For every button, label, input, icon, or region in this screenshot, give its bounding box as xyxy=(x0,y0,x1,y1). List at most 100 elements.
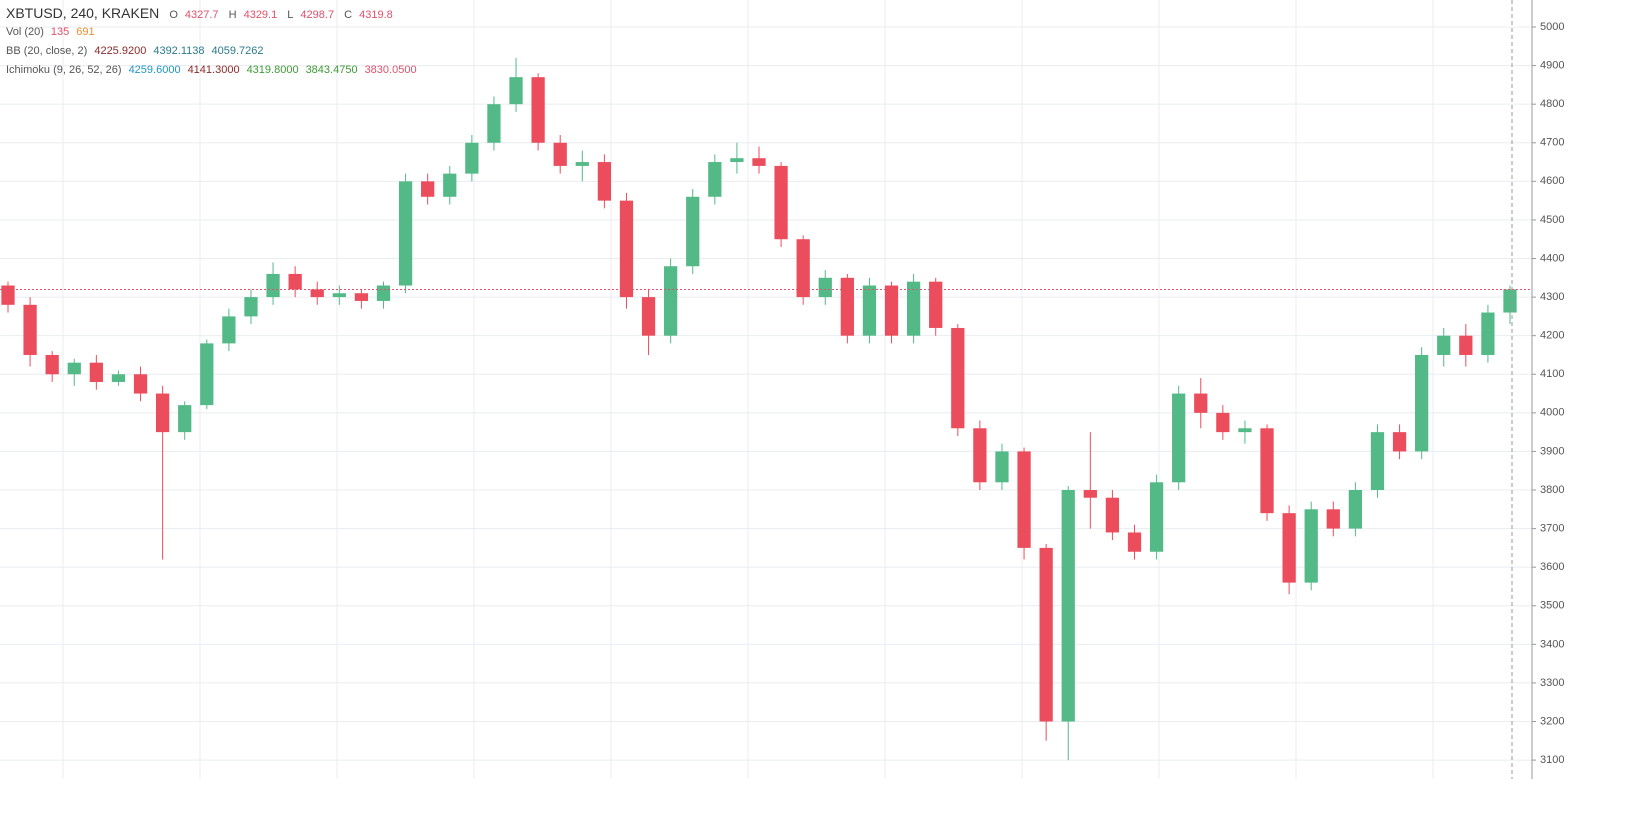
study-text: BB (20, close, 2) xyxy=(6,45,88,57)
candle-body xyxy=(708,162,722,197)
study-text: Ichimoku (9, 26, 52, 26) xyxy=(6,64,122,76)
y-tick-label: 4100 xyxy=(1540,368,1564,380)
candle-body xyxy=(45,354,59,375)
candle-body xyxy=(111,374,126,382)
candle-body xyxy=(1260,428,1274,514)
candle-body xyxy=(597,162,612,201)
y-tick-label: 3500 xyxy=(1540,600,1564,612)
y-tick-label: 4500 xyxy=(1540,214,1564,226)
candle-body xyxy=(686,196,700,267)
candle-body xyxy=(1326,509,1340,529)
candle-body xyxy=(951,327,965,429)
y-tick-label: 4200 xyxy=(1540,330,1564,342)
candle-body xyxy=(1238,428,1252,433)
ohlc-label: L xyxy=(287,9,294,21)
candle-body xyxy=(575,162,589,166)
y-tick-label: 4400 xyxy=(1540,252,1564,264)
y-tick-label: 5000 xyxy=(1540,21,1564,33)
ohlc-value: 4329.1 xyxy=(243,9,278,21)
candle-body xyxy=(1415,354,1429,452)
candle-body xyxy=(619,200,634,298)
candle-body xyxy=(178,405,192,433)
candle-body xyxy=(1105,497,1120,533)
y-tick-label: 3800 xyxy=(1540,484,1564,496)
candle-body xyxy=(266,273,280,298)
candle-body xyxy=(884,285,899,336)
y-tick-label: 3600 xyxy=(1540,561,1564,573)
candle-body xyxy=(288,273,302,290)
y-tick-label: 4900 xyxy=(1540,59,1564,71)
candle-body xyxy=(752,158,766,166)
study-text: 4259.6000 xyxy=(128,64,181,76)
study-text: 3830.0500 xyxy=(364,64,417,76)
study-row: Ichimoku (9, 26, 52, 26) 4259.6000 4141.30… xyxy=(6,61,424,80)
study-text: 135 xyxy=(50,26,70,38)
candle-body xyxy=(1459,335,1473,355)
candle-body xyxy=(398,181,413,286)
candle-body xyxy=(421,181,435,197)
ohlc-label: H xyxy=(228,9,237,21)
candle-body xyxy=(1039,547,1053,722)
candle-body xyxy=(354,293,369,301)
candle-body xyxy=(774,165,788,240)
chart: 5000 4900 4800 4700 4600 4500 4400 4300 4200 4100… xyxy=(0,0,1564,779)
candle-body xyxy=(796,239,810,298)
candle-body xyxy=(1370,432,1385,491)
candle-body xyxy=(730,158,744,163)
study-text: 4141.3000 xyxy=(187,64,240,76)
candle-body xyxy=(244,297,258,317)
study-row: BB (20, close, 2) 4225.9200 4392.1138 4059.… xyxy=(6,42,424,61)
study-row: Vol (20) 135 691 xyxy=(6,23,424,42)
candle-body xyxy=(973,428,987,483)
candle-body xyxy=(929,281,943,328)
candle-body xyxy=(818,277,832,298)
ohlc-value: 4327.7 xyxy=(184,9,219,21)
candle-body xyxy=(465,142,479,174)
candle-body xyxy=(1149,482,1164,552)
ohlc-label: C xyxy=(344,9,353,21)
candle-body xyxy=(1,285,15,305)
y-tick-label: 3400 xyxy=(1540,638,1564,650)
y-tick-label: 4000 xyxy=(1540,407,1564,419)
candle-body xyxy=(376,285,391,301)
candle-body xyxy=(1061,490,1075,722)
y-tick-label: 3900 xyxy=(1540,445,1564,457)
candle-body xyxy=(1348,490,1363,529)
candle-body xyxy=(155,393,170,433)
study-text: 691 xyxy=(76,26,95,38)
ohlc-value: 4319.8 xyxy=(359,9,393,21)
study-text: 4225.9200 xyxy=(94,45,147,57)
y-tick-label: 3300 xyxy=(1540,677,1564,689)
header-row: XBTUSD, 240, KRAKEN O 4327.7 H 4329.1 L 429… xyxy=(6,4,424,23)
candle-body xyxy=(1017,451,1031,548)
candle-body xyxy=(67,362,81,375)
candle-body xyxy=(89,362,103,382)
candle-body xyxy=(509,77,523,105)
candle-body xyxy=(553,142,567,166)
candle-body xyxy=(1481,312,1495,355)
candle-body xyxy=(200,343,214,406)
candle-body xyxy=(1304,509,1318,583)
candle-body xyxy=(1282,513,1296,583)
candle-body xyxy=(133,374,148,394)
study-text: 4392.1138 xyxy=(153,45,205,57)
y-tick-label: 3100 xyxy=(1540,754,1564,766)
symbol: XBTUSD, 240, KRAKEN xyxy=(6,5,160,21)
candle-body xyxy=(906,281,921,336)
candle-body xyxy=(664,266,678,336)
ohlc-label: O xyxy=(169,9,178,21)
y-tick-label: 4300 xyxy=(1540,291,1564,303)
candle-body xyxy=(1503,289,1517,313)
legend: XBTUSD, 240, KRAKEN O 4327.7 H 4329.1 L 429… xyxy=(6,4,424,80)
candle-body xyxy=(1194,393,1208,413)
study-text: 4319.8000 xyxy=(246,64,299,76)
candle-body xyxy=(1216,412,1230,433)
y-tick-label: 4800 xyxy=(1540,98,1564,110)
study-text: 3843.4750 xyxy=(305,64,358,76)
candle-body xyxy=(487,104,501,143)
candle-body xyxy=(641,297,656,336)
y-tick-label: 3200 xyxy=(1540,715,1564,727)
candle-body xyxy=(995,451,1009,483)
candle-body xyxy=(1127,532,1142,552)
